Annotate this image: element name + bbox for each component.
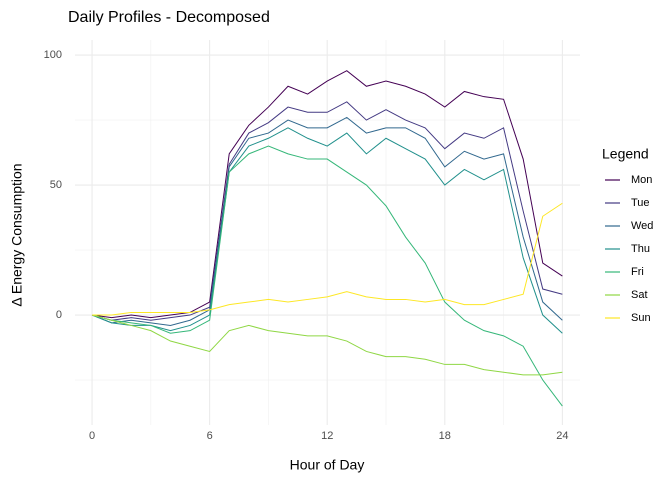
legend-label: Sun (631, 312, 651, 324)
series-line (91, 101, 563, 321)
y-tick-label: 100 (44, 49, 62, 61)
x-tick-label: 12 (321, 430, 333, 442)
x-tick-label: 0 (89, 430, 95, 442)
x-tick-label: 6 (207, 430, 213, 442)
y-tick-label: 50 (50, 179, 62, 191)
legend-label: Fri (631, 266, 644, 278)
legend-label: Mon (631, 174, 652, 186)
y-tick-label: 0 (56, 309, 62, 321)
x-tick-label: 18 (439, 430, 451, 442)
legend-label: Thu (631, 243, 650, 255)
series-line (91, 314, 563, 376)
series-line (91, 145, 563, 407)
series-line (91, 116, 563, 326)
x-axis-label: Hour of Day (290, 457, 365, 473)
x-tick-label: 24 (556, 430, 568, 442)
legend-title: Legend (602, 146, 649, 162)
series-line (91, 127, 563, 334)
chart-title: Daily Profiles - Decomposed (68, 9, 270, 26)
legend-label: Wed (631, 220, 653, 232)
legend-label: Tue (631, 197, 650, 209)
legend-label: Sat (631, 289, 648, 301)
series-line (91, 70, 563, 319)
y-axis-label: Δ Energy Consumption (9, 163, 25, 306)
series-line (92, 202, 563, 316)
